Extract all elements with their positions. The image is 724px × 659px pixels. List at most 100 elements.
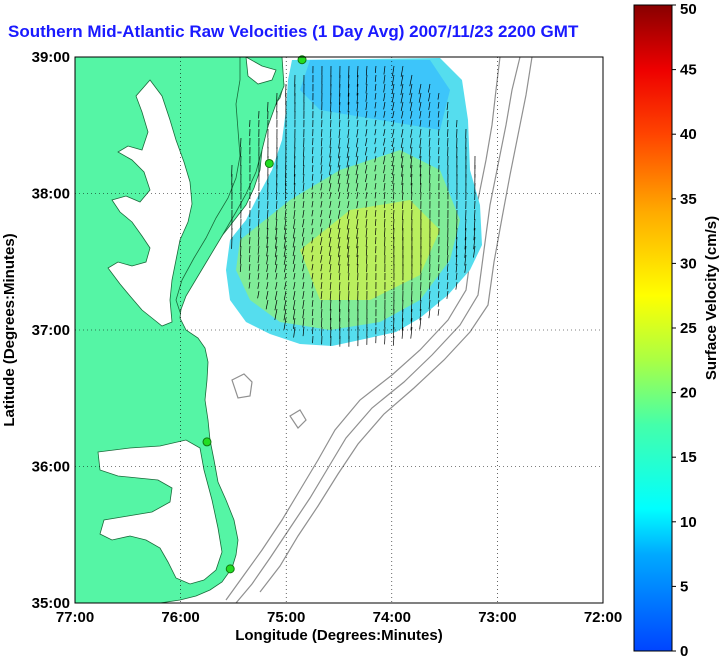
velocity-vector [284,263,287,273]
velocity-vector [428,299,431,310]
velocity-vector [284,182,287,193]
velocity-vector [419,155,422,168]
velocity-vector [410,155,413,169]
chesapeake-bay [107,79,193,327]
velocity-vector [274,236,278,249]
velocity-vector [283,227,287,240]
velocity-vector [329,146,332,158]
velocity-vector [346,137,350,149]
velocity-vector [274,299,278,311]
velocity-vector [409,74,413,87]
velocity-vector [409,101,413,112]
velocity-vector [329,299,332,311]
velocity-vector [285,173,287,186]
velocity-vector [303,146,305,157]
velocity-vector [338,281,341,291]
velocity-vector [320,164,323,174]
velocity-vector [365,74,368,85]
velocity-vector [329,128,332,138]
velocity-vector [301,236,305,246]
velocity-vector [257,281,260,289]
velocity-vector [311,308,314,317]
velocity-field [226,58,482,346]
velocity-vector [284,272,287,280]
velocity-vector [419,164,422,177]
velocity-vector [428,128,431,137]
y-tick-label: 39:00 [32,49,70,66]
velocity-vector [383,173,386,183]
velocity-vector [329,155,332,167]
velocity-vector [337,218,341,230]
velocity-vector [357,65,359,78]
velocity-vector [292,299,296,311]
velocity-vector [464,236,467,250]
velocity-vector [392,191,395,200]
velocity-vector [356,110,359,119]
velocity-vector [329,263,332,273]
velocity-vector [419,119,422,127]
velocity-vector [391,101,395,111]
velocity-vector [428,83,431,93]
velocity-vector [266,272,269,280]
velocity-vector [356,182,359,192]
velocity-vector [392,164,395,176]
velocity-vector [284,191,287,200]
velocity-vector [330,119,332,128]
velocity-vector [428,101,431,110]
velocity-vector [401,110,404,119]
velocity-vector [383,164,386,174]
velocity-vector [374,146,377,154]
velocity-vector [320,137,323,147]
station-marker [202,437,212,447]
velocity-vector [355,155,359,167]
velocity-vector [284,281,287,290]
y-tick-label: 38:00 [32,186,70,203]
velocity-vector [383,155,386,165]
velocity-vector [320,308,323,318]
colorbar-tick-label: 45 [680,62,697,79]
velocity-vector [474,209,476,220]
velocity-vector [302,209,305,218]
velocity-vector [274,308,278,321]
velocity-vector [276,200,278,209]
velocity-vector [330,317,332,330]
velocity-vector [348,272,350,281]
velocity-vector [446,110,449,119]
velocity-vector [437,299,440,307]
colorbar-tick-label: 10 [680,514,697,531]
velocity-vector [356,227,359,239]
velocity-vector [355,146,359,158]
velocity-vector [401,119,404,127]
velocity-vector [328,245,332,256]
x-tick-label: 74:00 [373,609,411,626]
velocity-vector [257,236,260,246]
velocity-vector [274,245,278,258]
velocity-vector [347,101,350,113]
velocity-vector [374,200,377,208]
velocity-vector [293,191,296,200]
velocity-vector [249,236,251,245]
velocity-vector [266,218,269,230]
velocity-vector [392,173,395,184]
velocity-vector [410,146,413,159]
colorbar-label: Surface Velocity (cm/s) [703,216,720,380]
station-marker [225,564,235,574]
velocity-vector [401,173,404,185]
velocity-vector [437,101,440,109]
velocity-vector [329,254,332,265]
velocity-vector [366,254,368,264]
velocity-vector [437,290,440,298]
velocity-vector [294,155,296,168]
velocity-vector [239,254,242,264]
velocity-vector [455,254,458,265]
velocity-vector [266,281,269,290]
velocity-vector [401,326,404,339]
velocity-vector [473,236,476,250]
velocity-vector [383,128,386,136]
velocity-vector [383,74,386,84]
velocity-vector [257,272,260,280]
velocity-vector [302,317,305,328]
velocity-vector [302,299,305,309]
velocity-vector [374,173,377,181]
